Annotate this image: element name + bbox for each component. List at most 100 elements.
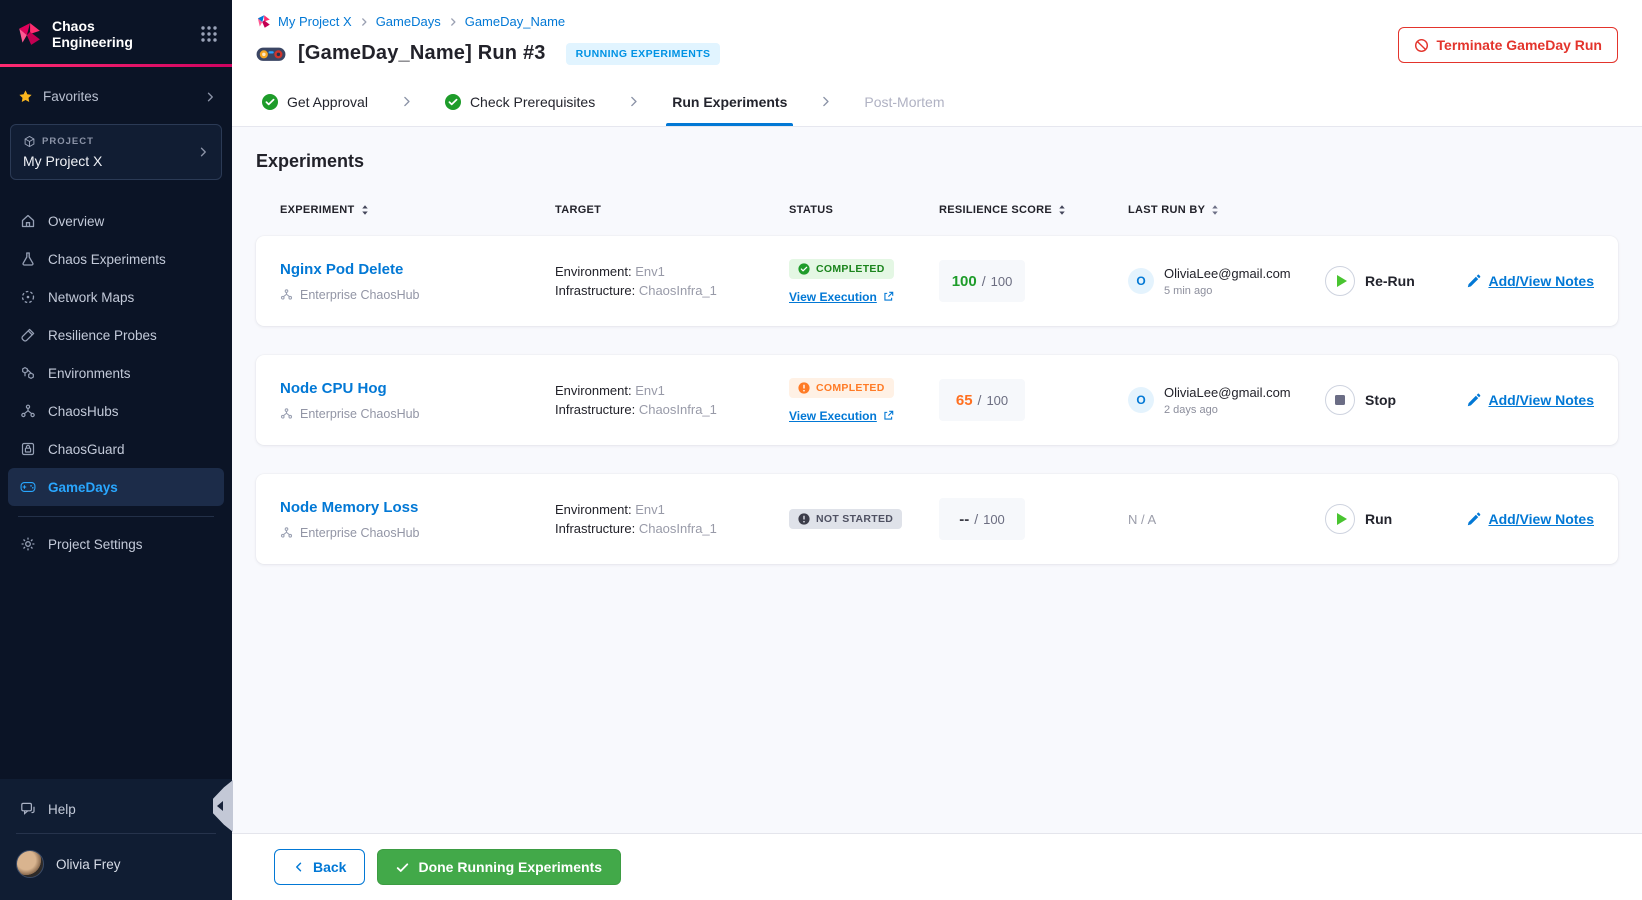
environment-value: Env1 [635, 383, 665, 398]
infrastructure-label: Infrastructure: [555, 521, 636, 536]
add-view-notes-link[interactable]: Add/View Notes [1455, 273, 1594, 289]
score-divider: / [977, 392, 982, 408]
column-header-last-run-by[interactable]: LAST RUN BY [1128, 204, 1325, 216]
network-map-icon [21, 291, 35, 304]
chevron-right-icon [823, 96, 829, 107]
sidebar-item-favorites[interactable]: Favorites [0, 67, 232, 114]
status-cell: COMPLETED View Execution [789, 377, 939, 423]
breadcrumb-gamedays-link[interactable]: GameDays [375, 14, 441, 29]
breadcrumb-project-link[interactable]: My Project X [278, 14, 352, 29]
experiment-row-nginx-pod-delete: Nginx Pod Delete Enterprise ChaosHub Env… [256, 236, 1618, 326]
step-post-mortem[interactable]: Post-Mortem [858, 77, 950, 126]
step-run-experiments[interactable]: Run Experiments [666, 77, 794, 126]
column-header-target: TARGET [555, 204, 602, 216]
gamepad-icon [20, 482, 36, 493]
environment-value: Env1 [635, 502, 665, 517]
project-selector[interactable]: PROJECT My Project X [10, 124, 222, 181]
action-cell: Run [1325, 504, 1455, 534]
score-value: 65 [955, 391, 973, 409]
sidebar-item-chaos-experiments[interactable]: Chaos Experiments [8, 240, 224, 278]
target-cell: Environment: Env1 Infrastructure: ChaosI… [555, 381, 789, 419]
resilience-score: 100 / 100 [939, 260, 1025, 302]
help-label: Help [48, 801, 76, 817]
sidebar-item-project-settings[interactable]: Project Settings [8, 525, 224, 563]
sidebar-footer: Help Olivia Frey [0, 779, 232, 900]
user-avatar [16, 850, 44, 878]
chaoshub-icon [280, 527, 293, 538]
column-header-status: STATUS [789, 204, 834, 216]
sidebar-item-chaoshubs[interactable]: ChaosHubs [8, 392, 224, 430]
status-check-icon [798, 262, 810, 275]
add-view-notes-link[interactable]: Add/View Notes [1455, 511, 1594, 527]
project-kicker: PROJECT [42, 136, 94, 148]
last-run-by-cell: N / A [1128, 512, 1325, 527]
environment-label: Environment: [555, 502, 632, 517]
breadcrumb-gameday-name-link[interactable]: GameDay_Name [464, 14, 566, 29]
run-status-badge: RUNNING EXPERIMENTS [565, 42, 721, 65]
terminate-label: Terminate GameDay Run [1436, 37, 1602, 53]
chevron-right-icon [361, 17, 367, 26]
add-view-notes-link[interactable]: Add/View Notes [1455, 392, 1594, 408]
environments-icon [22, 367, 34, 380]
experiment-row-node-cpu-hog: Node CPU Hog Enterprise ChaosHub Environ… [256, 355, 1618, 445]
last-run-by-cell: O OliviaLee@gmail.com 5 min ago [1128, 266, 1325, 297]
experiment-name-link[interactable]: Node Memory Loss [280, 498, 419, 516]
step-get-approval[interactable]: Get Approval [256, 77, 374, 126]
help-button[interactable]: Help [0, 787, 232, 831]
sort-icon[interactable] [1211, 204, 1219, 216]
step-label: Post-Mortem [864, 93, 945, 110]
user-initial-avatar: O [1128, 268, 1154, 294]
chevron-right-icon [404, 96, 410, 107]
score-divider: / [981, 273, 986, 289]
sidebar-item-label: Network Maps [48, 289, 135, 305]
run-button[interactable]: Run [1325, 504, 1392, 534]
view-execution-link[interactable]: View Execution [789, 409, 939, 423]
last-run-time: 2 days ago [1164, 403, 1218, 416]
sidebar-item-resilience-probes[interactable]: Resilience Probes [8, 316, 224, 354]
last-run-by-cell: O OliviaLee@gmail.com 2 days ago [1128, 385, 1325, 416]
last-run-time: 5 min ago [1164, 284, 1213, 297]
terminate-gameday-run-button[interactable]: Terminate GameDay Run [1397, 27, 1618, 63]
sidebar-item-chaosguard[interactable]: ChaosGuard [8, 430, 224, 468]
sidebar-item-network-maps[interactable]: Network Maps [8, 278, 224, 316]
app-grid-icon[interactable] [200, 25, 218, 43]
sidebar-item-label: Environments [48, 365, 131, 381]
prohibit-icon [1414, 38, 1428, 52]
breadcrumb-logo-icon [257, 15, 270, 28]
column-header-experiment[interactable]: EXPERIMENT [280, 204, 555, 216]
chevron-right-icon [207, 92, 213, 102]
user-profile[interactable]: Olivia Frey [0, 836, 232, 900]
status-badge: COMPLETED [789, 377, 894, 398]
experiment-name-link[interactable]: Node CPU Hog [280, 379, 387, 397]
chaoshub-icon [280, 289, 293, 300]
resilience-score-cell: -- / 100 [939, 498, 1128, 540]
status-warning-icon [798, 381, 810, 394]
done-running-experiments-button[interactable]: Done Running Experiments [377, 849, 622, 885]
score-value: -- [959, 510, 970, 528]
view-execution-link[interactable]: View Execution [789, 290, 939, 304]
sidebar-item-environments[interactable]: Environments [8, 354, 224, 392]
sort-icon[interactable] [1058, 204, 1066, 216]
sidebar-item-gamedays[interactable]: GameDays [8, 468, 224, 507]
experiment-name-link[interactable]: Nginx Pod Delete [280, 260, 404, 278]
experiment-cell: Node Memory Loss Enterprise ChaosHub [280, 499, 555, 540]
content-area: Experiments EXPERIMENT TARGET STATUS RES… [232, 127, 1642, 833]
star-icon [19, 90, 32, 103]
step-check-prerequisites[interactable]: Check Prerequisites [439, 77, 601, 126]
sidebar-item-overview[interactable]: Overview [8, 202, 224, 240]
collapse-left-icon [217, 801, 223, 811]
experiment-cell: Nginx Pod Delete Enterprise ChaosHub [280, 261, 555, 302]
sidebar-item-label: Resilience Probes [48, 327, 157, 343]
back-button[interactable]: Back [274, 849, 366, 885]
sort-icon[interactable] [361, 204, 369, 216]
sidebar-footer-divider [16, 833, 216, 834]
external-link-icon [884, 291, 894, 301]
resilience-score: -- / 100 [939, 498, 1025, 540]
column-header-resilience-score[interactable]: RESILIENCE SCORE [939, 204, 1128, 216]
user-initial-avatar: O [1128, 387, 1154, 413]
sidebar-item-label: Overview [48, 213, 105, 229]
stop-button[interactable]: Stop [1325, 385, 1396, 415]
infrastructure-value: ChaosInfra_1 [638, 402, 717, 417]
action-cell: Re-Run [1325, 266, 1455, 296]
rerun-button[interactable]: Re-Run [1325, 266, 1415, 296]
